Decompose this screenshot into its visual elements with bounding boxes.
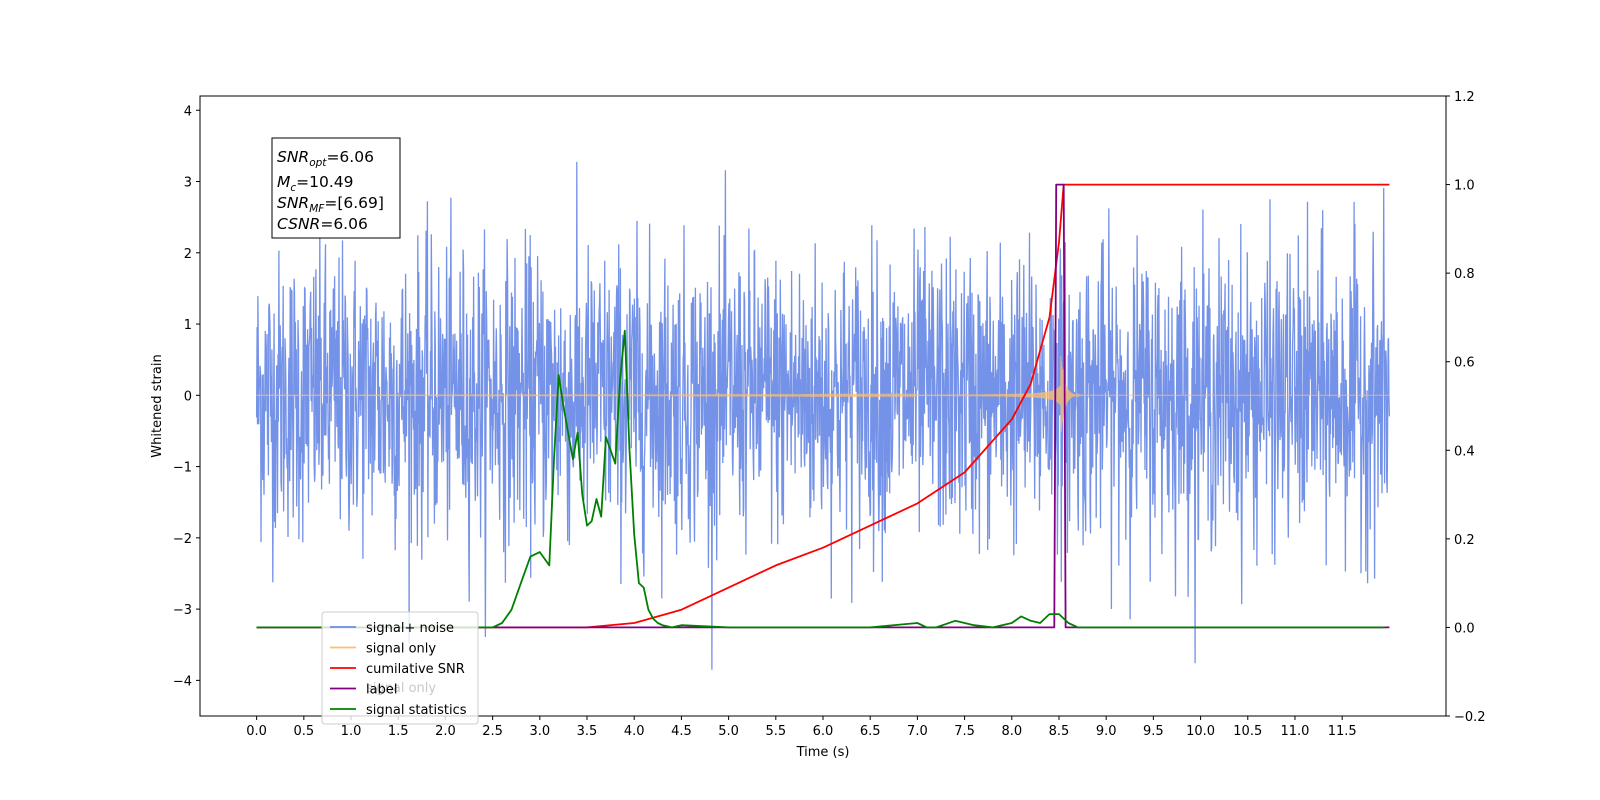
legend-frame <box>321 611 479 725</box>
x-tick-label: 0.0 <box>246 724 267 739</box>
info-snr-mf-symbol: SNR <box>277 194 309 212</box>
info-csnr-value: =6.06 <box>320 215 368 233</box>
series-line-signal-only <box>256 356 1390 432</box>
x-tick-label: 5.0 <box>718 724 739 739</box>
x-tick-label: 4.0 <box>624 724 645 739</box>
legend-overlapped-label: signal only <box>366 681 436 696</box>
legend-label: cumilative SNR <box>366 662 465 677</box>
x-tick-label: 1.5 <box>388 724 409 739</box>
x-tick-label: 1.0 <box>341 724 362 739</box>
x-axis: 0.0 0.5 1.0 1.5 2.0 2.5 3.0 3.5 4.0 4.5 5.0 5.5 6.0 6… <box>246 716 1357 739</box>
y2-tick-label: 0.8 <box>1454 267 1475 282</box>
y-tick-label: 4 <box>184 104 192 119</box>
info-snr-mf-value: =[6.69] <box>324 194 384 212</box>
y-tick-label: −3 <box>173 603 192 618</box>
x-tick-label: 11.5 <box>1328 724 1357 739</box>
y-tick-label: 2 <box>184 247 192 262</box>
info-mc-subscript: c <box>290 182 296 194</box>
info-box-frame <box>271 137 401 239</box>
legend: signal only signal+ noise signal only cumi… <box>321 611 479 725</box>
y2-tick-label: 0.6 <box>1454 356 1475 371</box>
y-axis-left: 4 3 2 1 0 −1 −2 −3 −4 <box>173 104 200 689</box>
x-tick-label: 10.0 <box>1186 724 1215 739</box>
x-tick-label: 9.5 <box>1143 724 1164 739</box>
y-tick-label: −4 <box>173 674 192 689</box>
info-snr-opt-symbol: SNR <box>277 148 309 166</box>
info-csnr: CSNR=6.06 <box>277 215 368 233</box>
x-tick-label: 6.0 <box>813 724 834 739</box>
info-mc-symbol: M <box>277 173 290 191</box>
info-mc: Mc=10.49 <box>277 173 354 194</box>
info-snr-opt-subscript: opt <box>309 157 327 169</box>
x-tick-label: 7.0 <box>907 724 928 739</box>
x-tick-label: 9.0 <box>1096 724 1117 739</box>
x-tick-label: 3.5 <box>577 724 598 739</box>
legend-label: signal only <box>366 642 436 657</box>
x-tick-label: 8.0 <box>1001 724 1022 739</box>
y-tick-label: 0 <box>184 389 192 404</box>
y-axis-label: Whitened strain <box>150 354 165 457</box>
x-axis-label: Time (s) <box>796 745 850 760</box>
info-snr-mf: SNRMF=[6.69] <box>277 194 384 215</box>
info-snr-opt-value: =6.06 <box>326 148 374 166</box>
x-tick-label: 5.5 <box>765 724 786 739</box>
y-tick-label: −2 <box>173 532 192 547</box>
x-tick-label: 10.5 <box>1233 724 1262 739</box>
series-line-signal-statistics <box>256 329 1385 629</box>
info-snr-opt: SNRopt=6.06 <box>277 148 374 169</box>
series-line-signal-noise <box>255 161 1391 670</box>
legend-label: signal statistics <box>366 703 467 718</box>
info-snr-mf-subscript: MF <box>309 203 325 215</box>
y-tick-label: 3 <box>184 176 192 191</box>
y2-tick-label: 0.2 <box>1454 533 1475 548</box>
info-mc-value: =10.49 <box>296 173 353 191</box>
info-csnr-symbol: CSNR <box>277 215 320 233</box>
x-tick-label: 7.5 <box>954 724 975 739</box>
y2-tick-label: −0.2 <box>1454 710 1486 725</box>
plot-series-layer <box>255 161 1391 670</box>
x-tick-label: 0.5 <box>293 724 314 739</box>
y-tick-label: 1 <box>184 318 192 333</box>
y-axis-right: 1.2 1.0 0.8 0.6 0.4 0.2 0.0 −0.2 <box>1446 90 1486 725</box>
x-tick-label: 2.5 <box>482 724 503 739</box>
snr-info-box: SNRopt=6.06 Mc=10.49 SNRMF=[6.69] CSNR=6… <box>271 137 401 239</box>
y-tick-label: −1 <box>173 461 192 476</box>
legend-label: label <box>366 683 397 698</box>
y2-tick-label: 0.4 <box>1454 444 1475 459</box>
x-tick-label: 4.5 <box>671 724 692 739</box>
y2-tick-label: 1.2 <box>1454 90 1475 105</box>
legend-label: signal+ noise <box>366 621 454 636</box>
y2-tick-label: 0.0 <box>1454 621 1475 636</box>
x-tick-label: 2.0 <box>435 724 456 739</box>
series-line-cumilative-snr <box>256 183 1390 629</box>
x-tick-label: 3.0 <box>529 724 550 739</box>
legend-items: signal+ noise signal only cumilative SNR la… <box>330 621 467 718</box>
x-tick-label: 6.5 <box>860 724 881 739</box>
y2-tick-label: 1.0 <box>1454 179 1475 194</box>
x-tick-label: 8.5 <box>1049 724 1070 739</box>
x-tick-label: 11.0 <box>1280 724 1309 739</box>
